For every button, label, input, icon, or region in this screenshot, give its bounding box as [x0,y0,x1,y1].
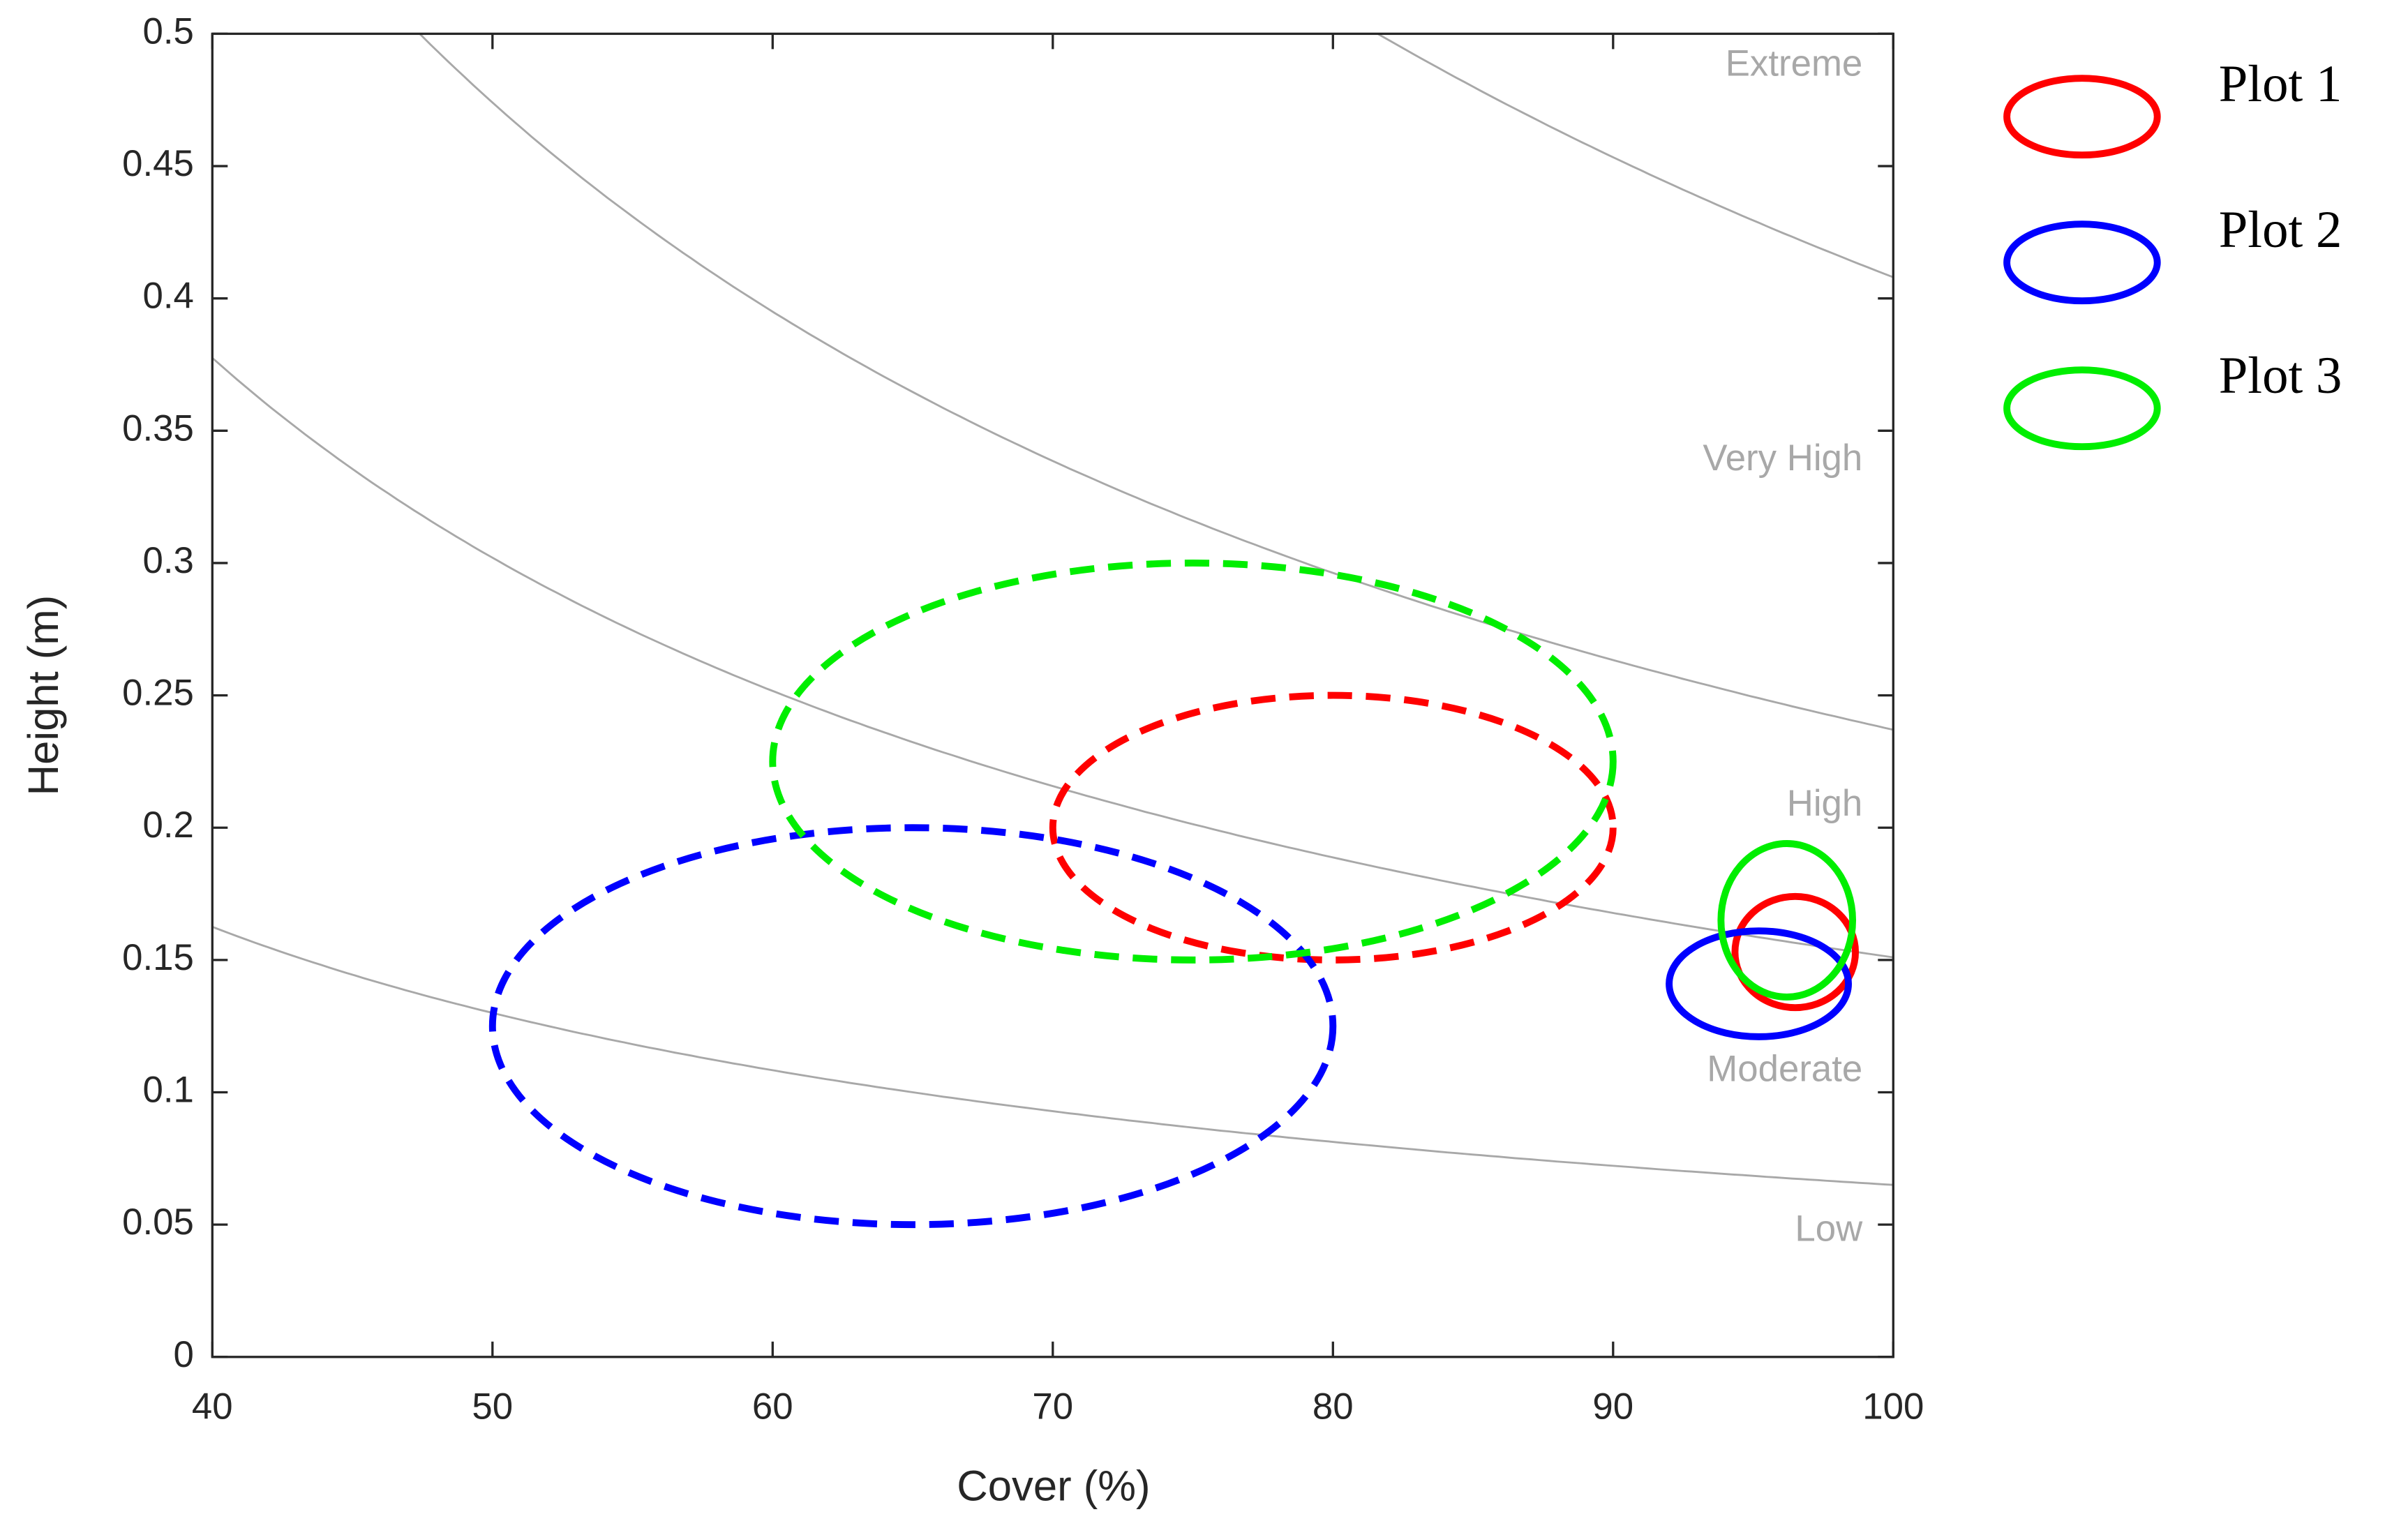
x-axis-label: Cover (%) [957,1462,1150,1510]
y-tick-label: 0.05 [122,1201,194,1243]
ellipse [488,824,1337,1229]
legend-label: Plot 2 [2219,201,2342,259]
zone-label: Extreme [1726,43,1863,84]
zone-curve [1375,33,1894,278]
y-tick-label: 0.1 [142,1069,193,1110]
y-tick-label: 0.4 [142,276,193,317]
legend-swatch [2003,366,2161,451]
y-tick-label: 0.35 [122,407,194,449]
legend-swatch [2003,220,2161,305]
legend-label: Plot 1 [2219,55,2342,113]
x-tick-label: 80 [1313,1386,1354,1428]
x-tick-label: 90 [1592,1386,1633,1428]
ellipse [1049,691,1617,964]
zone-curve [418,33,1894,731]
x-tick-label: 60 [752,1386,793,1428]
ellipse [1731,892,1860,1012]
zone-curve [212,357,1894,959]
x-tick-label: 50 [472,1386,513,1428]
ellipse [1666,927,1853,1040]
legend-swatch [2003,75,2161,159]
zone-label: Very High [1703,437,1862,479]
x-tick-label: 40 [192,1386,233,1428]
zone-label: Moderate [1707,1049,1862,1090]
ellipse [1717,840,1857,1001]
y-tick-label: 0.3 [142,540,193,581]
ellipse [769,560,1617,964]
legend-label: Plot 3 [2219,347,2342,405]
zone-label: High [1787,783,1863,824]
y-tick-label: 0.15 [122,937,194,978]
y-tick-label: 0.25 [122,673,194,714]
y-axis-label: Height (m) [20,595,68,796]
plot-area [212,33,1894,1357]
y-tick-label: 0.45 [122,143,194,184]
y-tick-label: 0.2 [142,804,193,846]
x-tick-label: 70 [1032,1386,1073,1428]
zone-label: Low [1795,1208,1863,1249]
y-tick-label: 0.5 [142,10,193,52]
y-tick-label: 0 [174,1334,194,1375]
x-tick-label: 100 [1862,1386,1924,1428]
